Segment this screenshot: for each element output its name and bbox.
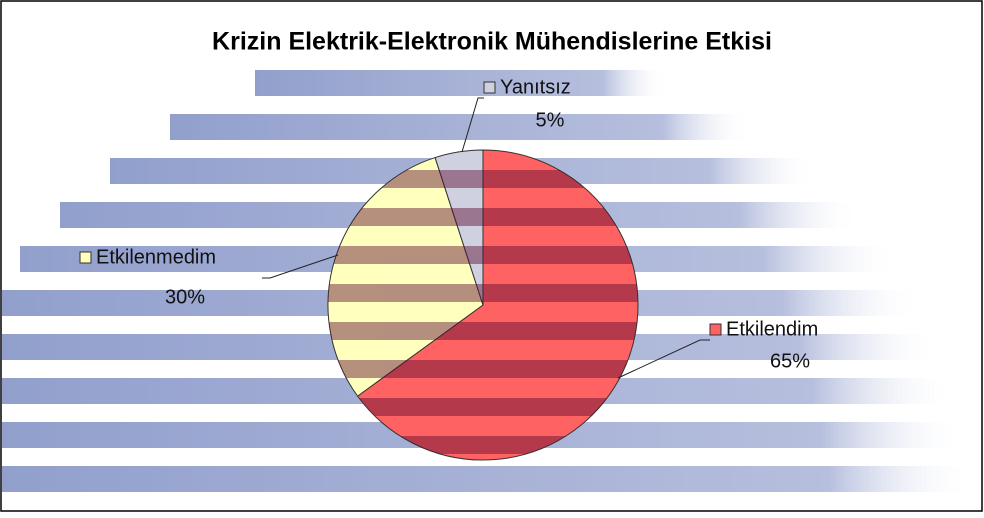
slice-value-label: 65% — [770, 350, 810, 372]
legend-swatch — [80, 252, 91, 263]
slice-value-label: 5% — [536, 109, 565, 131]
chart: Krizin Elektrik-Elektronik Mühendislerin… — [0, 0, 984, 513]
chart-title: Krizin Elektrik-Elektronik Mühendislerin… — [212, 28, 772, 56]
legend-swatch — [710, 324, 721, 335]
slice-label: Yanıtsız — [500, 76, 571, 98]
legend-swatch — [484, 82, 495, 93]
slice-label: Etkilenmedim — [96, 246, 216, 268]
slice-value-label: 30% — [165, 286, 205, 308]
slice-label: Etkilendim — [726, 318, 818, 340]
